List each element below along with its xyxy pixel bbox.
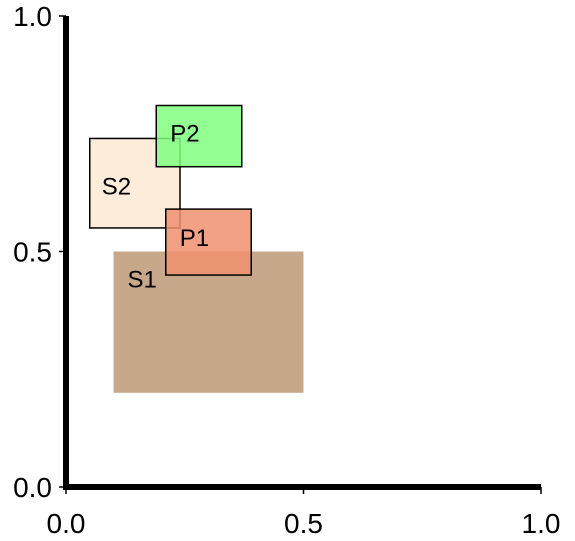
box-p1	[165, 208, 252, 276]
box-label-p2: P2	[170, 120, 199, 147]
box-label-s1: S1	[128, 267, 157, 294]
x-tick-label: 0.0	[47, 508, 86, 539]
box-p2	[155, 104, 243, 168]
box-label-p1: P1	[180, 225, 209, 252]
x-tick-label: 0.5	[284, 508, 323, 539]
ticks: 0.0 0.5 1.0 0.0 0.5 1.0	[13, 1, 560, 539]
y-tick-label: 0.0	[13, 472, 52, 503]
y-tick-label: 1.0	[13, 1, 52, 32]
box-labels: S1 S2 P2 P1	[102, 120, 209, 293]
y-tick-label: 0.5	[13, 237, 52, 268]
box-label-s2: S2	[102, 173, 131, 200]
boxes-layer	[89, 104, 304, 393]
x-tick-label: 1.0	[522, 508, 561, 539]
